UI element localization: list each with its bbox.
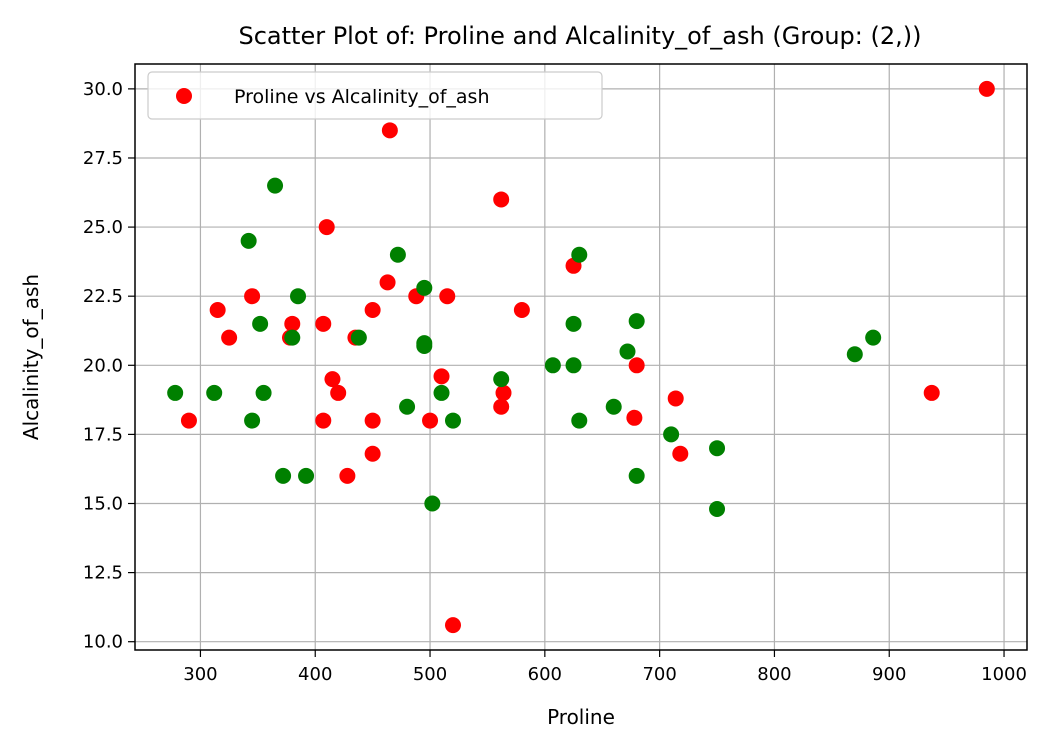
data-point-red (381, 122, 398, 139)
data-point-green (350, 329, 367, 346)
x-tick-label: 500 (413, 664, 447, 685)
grid-lines (135, 64, 1027, 650)
data-point-green (605, 398, 622, 415)
data-point-red (318, 219, 335, 236)
data-point-green (416, 279, 433, 296)
data-point-green (167, 384, 184, 401)
x-tick-label: 400 (298, 664, 332, 685)
data-point-green (416, 337, 433, 354)
data-point-red (364, 412, 381, 429)
data-point-red (284, 315, 301, 332)
data-point-green (709, 501, 726, 518)
data-point-green (846, 346, 863, 363)
data-point-green (571, 412, 588, 429)
data-point-red (221, 329, 238, 346)
data-point-green (267, 177, 284, 194)
y-axis-label: Alcalinity_of_ash (19, 274, 43, 440)
data-point-green (628, 467, 645, 484)
data-point-red (513, 302, 530, 319)
x-axis-label: Proline (547, 705, 615, 729)
x-tick-label: 300 (183, 664, 217, 685)
data-point-green (444, 412, 461, 429)
x-tick-label: 600 (528, 664, 562, 685)
y-tick-label: 17.5 (83, 424, 123, 445)
data-point-red (667, 390, 684, 407)
data-point-green (424, 495, 441, 512)
y-tick-label: 25.0 (83, 217, 123, 238)
x-tick-label: 700 (642, 664, 676, 685)
legend: Proline vs Alcalinity_of_ash (147, 71, 603, 120)
y-tick-label: 15.0 (83, 494, 123, 515)
legend-label: Proline vs Alcalinity_of_ash (234, 86, 490, 108)
data-point-green (244, 412, 261, 429)
y-tick-label: 10.0 (83, 632, 123, 653)
y-tick-label: 30.0 (83, 79, 123, 100)
data-point-red (433, 368, 450, 385)
data-points (167, 80, 995, 634)
data-point-green (206, 384, 223, 401)
data-point-green (493, 371, 510, 388)
data-point-red (315, 412, 332, 429)
data-point-red (978, 80, 995, 97)
data-point-green (709, 440, 726, 457)
data-point-red (444, 617, 461, 634)
data-point-green (240, 232, 257, 249)
x-tick-label: 1000 (981, 664, 1027, 685)
data-point-red (422, 412, 439, 429)
y-tick-label: 12.5 (83, 563, 123, 584)
data-point-red (626, 409, 643, 426)
y-tick-label: 20.0 (83, 355, 123, 376)
data-point-green (565, 357, 582, 374)
data-point-green (298, 467, 315, 484)
data-point-green (255, 384, 272, 401)
data-point-green (389, 246, 406, 263)
y-tick-label: 27.5 (83, 148, 123, 169)
chart-title: Scatter Plot of: Proline and Alcalinity_… (238, 22, 921, 50)
data-point-red (364, 302, 381, 319)
data-point-green (865, 329, 882, 346)
plot-area-frame (134, 63, 1028, 651)
data-point-red (493, 398, 510, 415)
data-point-green (252, 315, 269, 332)
data-point-red (324, 371, 341, 388)
data-point-red (495, 384, 512, 401)
data-point-red (672, 445, 689, 462)
x-tick-label: 900 (872, 664, 906, 685)
data-point-green (619, 343, 636, 360)
legend-box (147, 71, 603, 120)
data-point-red (330, 384, 347, 401)
data-point-red (493, 191, 510, 208)
data-point-green (571, 246, 588, 263)
data-point-red (180, 412, 197, 429)
y-axis-ticks: 10.0 12.5 15.0 17.5 20.0 22.5 25.0 27.5 30.0 (83, 79, 135, 653)
data-point-red (439, 288, 456, 305)
data-point-green (275, 467, 292, 484)
legend-marker-red (176, 88, 192, 104)
data-point-red (339, 467, 356, 484)
data-point-green (544, 357, 561, 374)
data-point-red (209, 302, 226, 319)
x-axis-ticks: 300 400 500 600 700 800 900 1000 (183, 650, 1027, 685)
data-point-red (628, 357, 645, 374)
x-tick-label: 800 (757, 664, 791, 685)
y-tick-label: 22.5 (83, 286, 123, 307)
data-point-green (284, 329, 301, 346)
data-point-red (923, 384, 940, 401)
data-point-red (364, 445, 381, 462)
data-point-red (315, 315, 332, 332)
data-point-green (565, 315, 582, 332)
data-point-green (663, 426, 680, 443)
data-point-green (628, 313, 645, 330)
data-point-green (399, 398, 416, 415)
data-point-red (244, 288, 261, 305)
data-point-red (379, 274, 396, 291)
data-point-green (433, 384, 450, 401)
data-point-green (290, 288, 307, 305)
